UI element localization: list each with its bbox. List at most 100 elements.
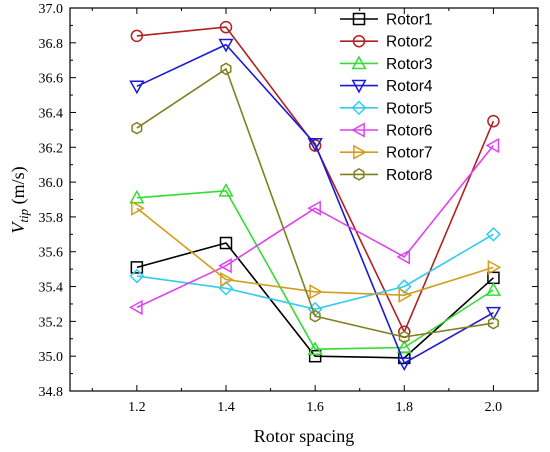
legend-item-rotor6: Rotor6 — [340, 122, 433, 140]
data-point-rotor3 — [396, 339, 412, 354]
series-line-rotor3 — [136, 190, 494, 351]
legend-label-rotor5: Rotor5 — [386, 100, 433, 117]
legend-marker-rotor6 — [351, 122, 365, 138]
series-line-rotor4 — [136, 43, 494, 364]
x-tick-label: 1.2 — [128, 400, 146, 415]
data-point-rotor5 — [129, 268, 145, 284]
legend-item-rotor1: Rotor1 — [340, 12, 433, 29]
x-tick-label: 1.6 — [306, 400, 324, 415]
legend-label-rotor1: Rotor1 — [386, 12, 433, 29]
data-point-rotor7 — [309, 284, 324, 300]
legend-marker-rotor4 — [351, 79, 367, 94]
legend-marker-rotor3 — [351, 55, 367, 70]
data-point-rotor4 — [129, 80, 145, 95]
legend-item-rotor8: Rotor8 — [340, 167, 433, 184]
data-point-rotor7 — [487, 259, 502, 275]
data-point-rotor5 — [396, 279, 412, 294]
data-point-rotor8 — [309, 309, 321, 323]
data-point-rotor7 — [131, 200, 145, 216]
legend-item-rotor3: Rotor3 — [340, 55, 433, 73]
legend-label-rotor8: Rotor8 — [386, 167, 433, 184]
y-tick-label: 36.0 — [39, 176, 64, 191]
y-tick-label: 35.8 — [39, 211, 64, 226]
y-tick-label: 36.6 — [39, 72, 64, 87]
y-axis: 34.8 35.0 35.2 35.4 35.6 35.8 36.0 36.2 36.4 36.6… — [39, 2, 538, 400]
y-axis-label-subscript: tip — [16, 208, 31, 222]
legend-label-rotor4: Rotor4 — [386, 78, 433, 95]
series-line-rotor2 — [136, 26, 495, 333]
y-tick-label: 36.2 — [39, 141, 64, 156]
legend-label-rotor6: Rotor6 — [386, 123, 433, 140]
data-point-rotor7 — [398, 287, 413, 303]
series-rotor4 — [129, 38, 502, 372]
legend-label-rotor3: Rotor3 — [386, 56, 433, 73]
y-axis-label-unit: (m/s) — [8, 166, 29, 209]
y-axis-label: Vtip (m/s) — [8, 166, 31, 233]
legend-item-rotor2: Rotor2 — [340, 34, 433, 51]
x-tick-label: 2.0 — [485, 400, 503, 415]
data-point-rotor8 — [398, 330, 410, 344]
y-tick-label: 34.8 — [39, 385, 64, 400]
series-line-rotor7 — [136, 207, 494, 297]
data-point-rotor7 — [220, 272, 234, 288]
legend-marker-rotor5 — [351, 100, 367, 116]
data-point-rotor3 — [218, 182, 234, 197]
series-line-rotor1 — [136, 242, 494, 359]
y-tick-label: 36.4 — [39, 106, 64, 121]
series-rotor8 — [131, 62, 499, 344]
x-tick-label: 1.4 — [217, 400, 235, 415]
data-point-rotor2 — [487, 114, 500, 128]
y-tick-label: 35.0 — [39, 350, 64, 365]
y-tick-label: 35.6 — [39, 246, 64, 261]
series-line-rotor8 — [136, 68, 494, 338]
y-tick-label: 35.2 — [39, 315, 64, 330]
legend-marker-rotor1 — [352, 12, 366, 26]
legend-marker-rotor7 — [353, 144, 367, 160]
data-point-rotor2 — [219, 20, 233, 34]
series-rotor2 — [130, 20, 500, 339]
data-point-rotor4 — [218, 38, 234, 53]
legend-item-rotor5: Rotor5 — [340, 100, 433, 117]
data-point-rotor3 — [307, 341, 323, 356]
series-rotor1 — [130, 236, 500, 365]
legend-item-rotor7: Rotor7 — [340, 144, 433, 162]
y-tick-label: 36.8 — [39, 37, 64, 52]
legend-marker-rotor2 — [352, 34, 366, 48]
series-layer — [128, 20, 502, 372]
data-point-rotor4 — [485, 306, 502, 321]
data-point-rotor1 — [130, 261, 144, 274]
legend-marker-rotor8 — [353, 168, 365, 181]
data-point-rotor5 — [486, 226, 501, 242]
data-point-rotor3 — [129, 189, 145, 204]
y-tick-label: 37.0 — [39, 2, 64, 17]
data-point-rotor8 — [487, 316, 499, 330]
series-rotor6 — [128, 137, 500, 316]
y-tick-label: 35.4 — [39, 281, 64, 296]
data-point-rotor1 — [308, 349, 322, 363]
data-point-rotor1 — [219, 236, 233, 250]
series-line-rotor5 — [136, 233, 494, 311]
data-point-rotor4 — [396, 357, 412, 372]
series-line-rotor6 — [136, 145, 495, 309]
legend-item-rotor4: Rotor4 — [340, 78, 433, 95]
x-axis: 1.2 1.4 1.6 1.8 2.0 — [91, 8, 503, 415]
data-point-rotor6 — [485, 137, 500, 154]
plot-frame — [69, 7, 539, 392]
series-rotor7 — [131, 200, 502, 303]
data-point-rotor6 — [396, 249, 411, 265]
series-rotor5 — [129, 226, 501, 317]
data-point-rotor8 — [220, 62, 232, 76]
x-axis-label: Rotor spacing — [254, 426, 355, 446]
series-rotor3 — [129, 182, 502, 356]
data-point-rotor6 — [218, 258, 232, 274]
data-point-rotor3 — [485, 282, 502, 296]
data-point-rotor6 — [307, 200, 321, 216]
data-point-rotor2 — [130, 29, 144, 43]
x-tick-label: 1.8 — [396, 400, 414, 415]
data-point-rotor6 — [128, 299, 143, 316]
y-axis-label-main: V — [8, 221, 28, 234]
data-point-rotor8 — [131, 121, 143, 135]
legend-label-rotor7: Rotor7 — [386, 145, 433, 162]
data-point-rotor4 — [307, 137, 323, 152]
